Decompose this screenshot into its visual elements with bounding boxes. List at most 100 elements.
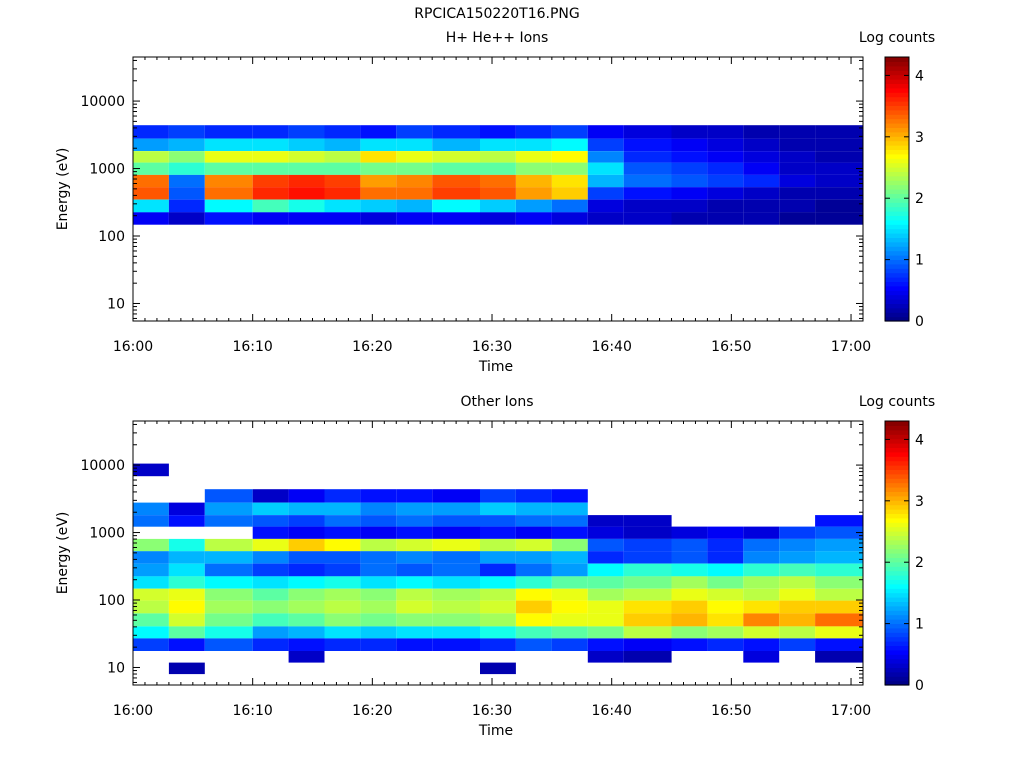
heatmap-cell	[324, 199, 361, 213]
heatmap-cell	[396, 515, 433, 527]
heatmap-cell	[551, 125, 588, 139]
x-tick-label: 16:00	[113, 703, 153, 719]
colorbar-segment	[885, 636, 909, 642]
heatmap-cell	[743, 600, 780, 614]
x-tick-label: 16:30	[472, 339, 512, 355]
colorbar-segment	[885, 627, 909, 633]
heatmap-cell	[516, 613, 552, 627]
heatmap-cell	[396, 502, 433, 515]
heatmap-cell	[480, 600, 516, 614]
heatmap-cell	[671, 551, 708, 564]
heatmap-cell	[815, 151, 863, 163]
heatmap-cell	[480, 151, 516, 163]
colorbar-segment	[885, 517, 909, 523]
heatmap-cell	[324, 563, 361, 577]
panel-1-colorbar: 0 1 2 3 4	[884, 56, 924, 330]
heatmap-cell	[396, 174, 433, 188]
colorbar-segment	[885, 184, 909, 190]
heatmap-cell	[480, 515, 516, 527]
heatmap-cell	[551, 613, 588, 627]
heatmap-cell	[324, 600, 361, 614]
heatmap-cell	[324, 526, 361, 539]
heatmap-cell	[204, 563, 253, 577]
colorbar-segment	[885, 202, 909, 208]
colorbar-segment	[885, 175, 909, 181]
heatmap-cell	[623, 551, 672, 564]
colorbar-segment	[885, 114, 909, 120]
heatmap-cell	[288, 626, 325, 639]
heatmap-cell	[288, 651, 325, 663]
heatmap-cell	[815, 174, 863, 188]
colorbar-tick-label: 3	[915, 494, 924, 510]
heatmap-cell	[288, 613, 325, 627]
colorbar-segment	[885, 535, 909, 541]
colorbar-segment	[885, 131, 909, 137]
heatmap-cell	[707, 551, 744, 564]
heatmap-cell	[432, 151, 481, 163]
heatmap-cell	[168, 502, 205, 515]
colorbar-segment	[885, 74, 909, 80]
colorbar-segment	[885, 429, 909, 435]
colorbar-tick-label: 0	[915, 314, 924, 330]
heatmap-cell	[743, 151, 780, 163]
heatmap-cell	[288, 187, 325, 200]
colorbar-segment	[885, 456, 909, 462]
heatmap-cell	[743, 174, 780, 188]
heatmap-cell	[133, 174, 169, 188]
heatmap-cell	[743, 125, 780, 139]
heatmap-cell	[480, 125, 516, 139]
heatmap-cell	[480, 162, 516, 175]
heatmap-cell	[743, 199, 780, 213]
colorbar-segment	[885, 92, 909, 98]
heatmap-cell	[815, 526, 863, 539]
colorbar-segment	[885, 197, 909, 203]
heatmap-cell	[133, 199, 169, 213]
heatmap-cell	[551, 576, 588, 589]
colorbar-segment	[885, 241, 909, 247]
heatmap-cell	[204, 138, 253, 151]
colorbar-segment	[885, 632, 909, 638]
heatmap-cell	[204, 502, 253, 515]
colorbar-segment	[885, 548, 909, 554]
heatmap-cell	[396, 563, 433, 577]
heatmap-cell	[432, 138, 481, 151]
heatmap-cell	[551, 551, 588, 564]
colorbar-segment	[885, 127, 909, 133]
colorbar-segment	[885, 277, 909, 282]
heatmap-cell	[204, 588, 253, 601]
heatmap-cell	[623, 626, 672, 639]
figure-title: RPCICA150220T16.PNG	[414, 6, 579, 22]
heatmap-cell	[133, 162, 169, 175]
heatmap-cell	[779, 600, 816, 614]
heatmap-cell	[480, 199, 516, 213]
colorbar-segment	[885, 79, 909, 84]
heatmap-cell	[396, 588, 433, 601]
heatmap-cell	[815, 551, 863, 564]
heatmap-cell	[671, 563, 708, 577]
heatmap-cell	[432, 588, 481, 601]
heatmap-cell	[168, 138, 205, 151]
colorbar-segment	[885, 619, 909, 624]
colorbar-segment	[885, 451, 909, 457]
heatmap-cell	[551, 502, 588, 515]
heatmap-cell	[288, 515, 325, 527]
heatmap-cell	[743, 138, 780, 151]
heatmap-cell	[252, 626, 289, 639]
heatmap-cell	[587, 125, 624, 139]
heatmap-cell	[623, 588, 672, 601]
heatmap-cell	[168, 638, 205, 651]
heatmap-cell	[623, 515, 672, 527]
heatmap-cell	[432, 626, 481, 639]
heatmap-cell	[204, 174, 253, 188]
heatmap-cell	[324, 576, 361, 589]
heatmap-cell	[671, 538, 708, 552]
colorbar-segment	[885, 57, 909, 62]
heatmap-cell	[707, 538, 744, 552]
heatmap-cell	[587, 563, 624, 577]
heatmap-cell	[432, 576, 481, 589]
heatmap-cell	[480, 489, 516, 503]
heatmap-cell	[671, 626, 708, 639]
heatmap-cell	[396, 576, 433, 589]
heatmap-cell	[671, 187, 708, 200]
